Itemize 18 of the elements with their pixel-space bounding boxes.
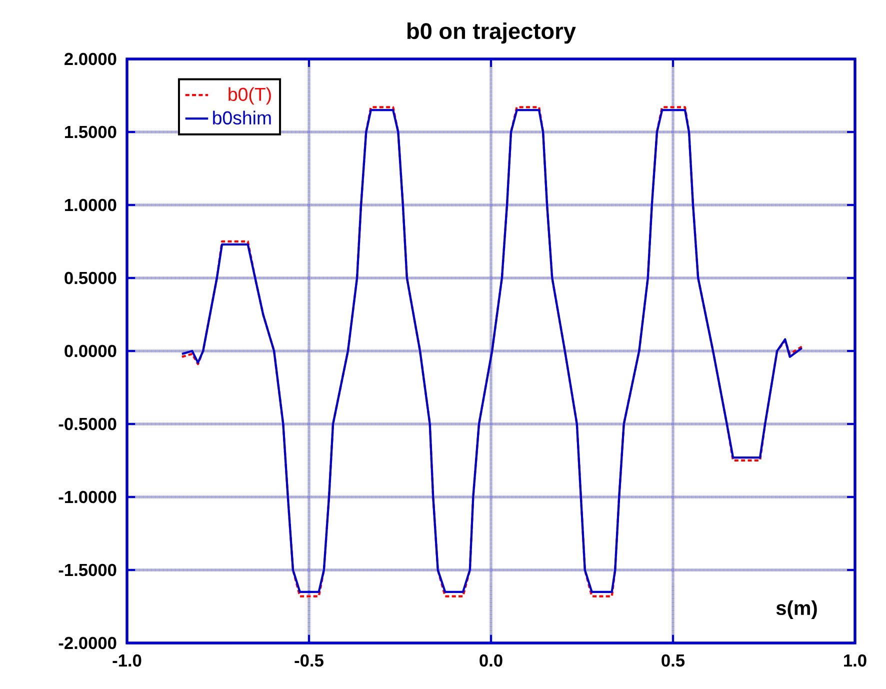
x-tick-label: -0.5 — [294, 654, 324, 667]
y-tick-label: -1.0000 — [58, 490, 116, 504]
y-tick-label: 0.0000 — [64, 344, 116, 358]
y-tick-label: -2.0000 — [58, 636, 116, 650]
x-tick-label: 0.0 — [480, 654, 502, 667]
y-tick-label: 2.0000 — [64, 52, 116, 66]
legend-label: b0(T) — [228, 87, 271, 105]
y-tick-label: 1.0000 — [65, 198, 116, 212]
chart-title: b0 on trajectory — [407, 22, 576, 44]
x-tick-label: 0.5 — [662, 654, 685, 667]
y-tick-label: -0.5000 — [58, 418, 116, 430]
x-tick-label: -1.0 — [112, 654, 142, 667]
x-tick-label: 1.0 — [844, 654, 866, 667]
x-axis-title: s(m) — [776, 600, 817, 620]
y-tick-label: 0.5000 — [64, 272, 116, 284]
y-tick-label: 1.5000 — [65, 126, 116, 138]
legend-label: b0shim — [213, 110, 271, 125]
y-tick-label: -1.5000 — [58, 564, 116, 576]
